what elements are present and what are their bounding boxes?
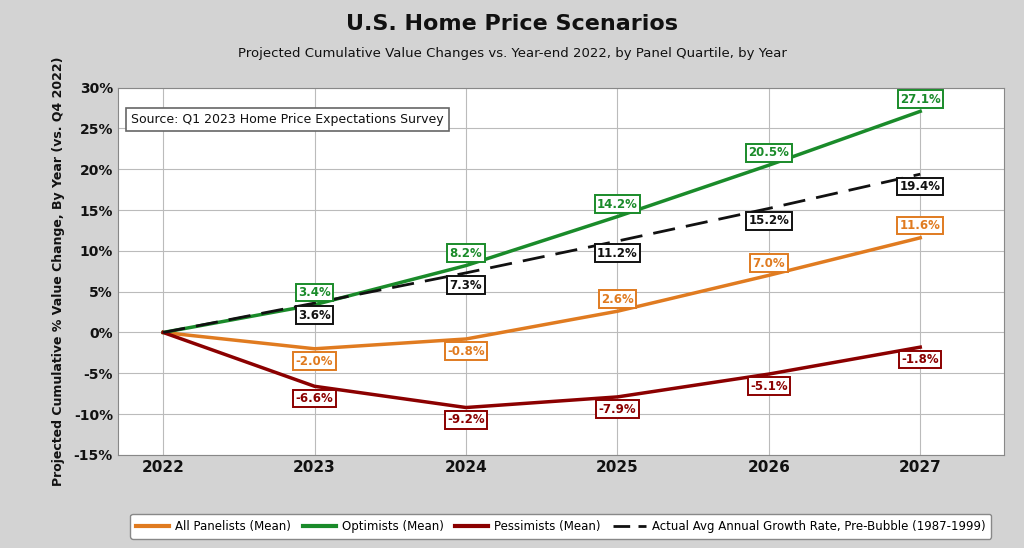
Text: 14.2%: 14.2%	[597, 198, 638, 211]
Text: 11.2%: 11.2%	[597, 247, 638, 260]
Text: 20.5%: 20.5%	[749, 146, 790, 159]
Text: -7.9%: -7.9%	[599, 403, 636, 415]
Text: -5.1%: -5.1%	[750, 380, 787, 393]
Text: -1.8%: -1.8%	[901, 353, 939, 366]
Text: -2.0%: -2.0%	[296, 355, 334, 368]
Y-axis label: Projected Cumulative % Value Change, By Year (vs. Q4 2022): Projected Cumulative % Value Change, By …	[52, 56, 66, 486]
Text: 3.6%: 3.6%	[298, 309, 331, 322]
Text: 7.3%: 7.3%	[450, 278, 482, 292]
Legend: All Panelists (Mean), Optimists (Mean), Pessimists (Mean), Actual Avg Annual Gro: All Panelists (Mean), Optimists (Mean), …	[130, 514, 991, 539]
Text: 19.4%: 19.4%	[900, 180, 941, 193]
Text: Source: Q1 2023 Home Price Expectations Survey: Source: Q1 2023 Home Price Expectations …	[131, 113, 443, 127]
Text: 15.2%: 15.2%	[749, 214, 790, 227]
Text: 8.2%: 8.2%	[450, 247, 482, 260]
Text: 7.0%: 7.0%	[753, 256, 785, 270]
Text: U.S. Home Price Scenarios: U.S. Home Price Scenarios	[346, 14, 678, 33]
Text: 2.6%: 2.6%	[601, 293, 634, 305]
Text: 3.4%: 3.4%	[298, 286, 331, 299]
Text: 27.1%: 27.1%	[900, 93, 941, 106]
Text: -6.6%: -6.6%	[296, 392, 334, 405]
Text: -0.8%: -0.8%	[447, 345, 484, 358]
Text: Projected Cumulative Value Changes vs. Year-end 2022, by Panel Quartile, by Year: Projected Cumulative Value Changes vs. Y…	[238, 47, 786, 60]
Text: 11.6%: 11.6%	[900, 219, 941, 232]
Text: -9.2%: -9.2%	[447, 413, 484, 426]
